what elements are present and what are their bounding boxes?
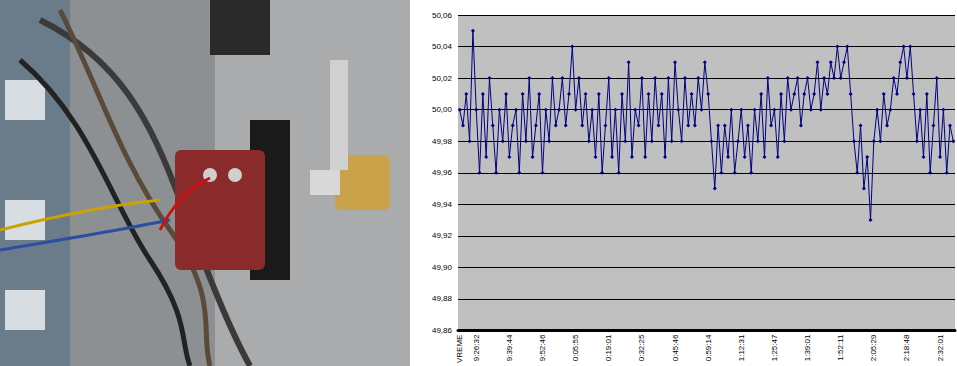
svg-text:49,92: 49,92 bbox=[432, 231, 453, 240]
svg-text:1:12:31: 1:12:31 bbox=[737, 334, 746, 361]
svg-text:0:45:46: 0:45:46 bbox=[671, 334, 680, 361]
svg-text:49,98: 49,98 bbox=[432, 137, 453, 146]
svg-text:VREME: VREME bbox=[455, 335, 464, 363]
svg-text:49,86: 49,86 bbox=[432, 326, 453, 335]
svg-text:2:05:29: 2:05:29 bbox=[869, 334, 878, 361]
svg-text:50,00: 50,00 bbox=[432, 105, 453, 114]
svg-text:2:32:01: 2:32:01 bbox=[936, 334, 945, 361]
svg-text:49,88: 49,88 bbox=[432, 294, 453, 303]
svg-text:1:52:11: 1:52:11 bbox=[836, 334, 845, 361]
svg-text:0:19:01: 0:19:01 bbox=[604, 334, 613, 361]
svg-text:50,02: 50,02 bbox=[432, 74, 453, 83]
svg-text:0:32:25: 0:32:25 bbox=[637, 334, 646, 361]
svg-text:0:05:55: 0:05:55 bbox=[571, 334, 580, 361]
svg-text:1:39:01: 1:39:01 bbox=[803, 334, 812, 361]
svg-text:9:52:46: 9:52:46 bbox=[538, 334, 547, 361]
svg-text:50,04: 50,04 bbox=[432, 42, 453, 51]
svg-text:9:39:44: 9:39:44 bbox=[505, 334, 514, 361]
svg-text:1:25:47: 1:25:47 bbox=[770, 334, 779, 361]
svg-text:49,94: 49,94 bbox=[432, 200, 453, 209]
svg-text:9:26:32: 9:26:32 bbox=[472, 334, 481, 361]
svg-text:2:18:48: 2:18:48 bbox=[902, 334, 911, 361]
svg-text:49,96: 49,96 bbox=[432, 168, 453, 177]
svg-text:0:59:14: 0:59:14 bbox=[704, 334, 713, 361]
svg-text:49,90: 49,90 bbox=[432, 263, 453, 272]
svg-text:50,06: 50,06 bbox=[432, 11, 453, 20]
